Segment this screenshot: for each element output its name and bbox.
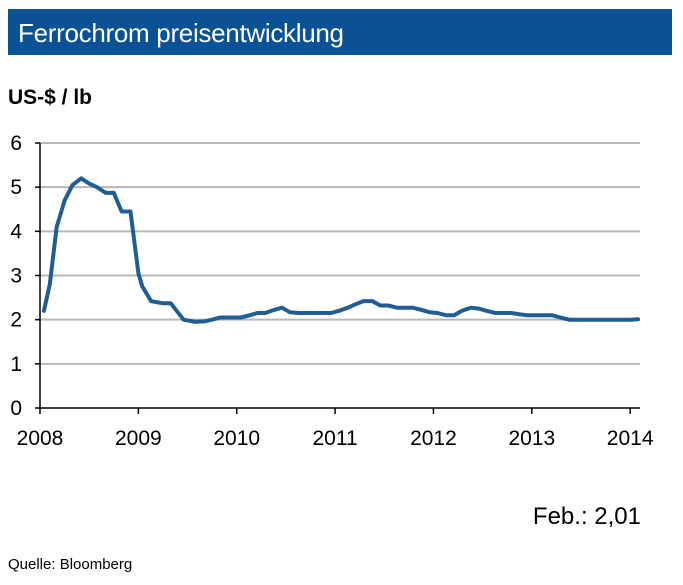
x-tick-label-2013: 2013 [508,427,555,450]
x-tick-label-2011: 2011 [312,427,357,450]
latest-value-annotation: Feb.: 2,01 [532,503,641,530]
x-tick-label-2012: 2012 [410,427,457,450]
x-tick-label-2014: 2014 [607,427,654,450]
y-tick-label-3: 3 [10,265,22,288]
x-tick-label-2008: 2008 [17,427,64,450]
y-tick-label-1: 1 [10,353,22,376]
y-tick-label-5: 5 [10,176,22,199]
chart-title: Ferrochrom preisentwicklung [18,18,344,48]
line-chart: 0 1 2 3 4 5 6 2008 2009 2010 2011 2012 2013 2014 [10,132,654,450]
y-tick-label-6: 6 [10,132,22,155]
y-tick-label-4: 4 [10,220,22,243]
series-line-0 [41,176,640,324]
source-note: Quelle: Bloomberg [8,556,133,573]
y-tick-label-2: 2 [10,309,22,332]
y-tick-label-0: 0 [10,397,22,420]
title-bar: Ferrochrom preisentwicklung [8,9,672,55]
y-axis-unit-label: US-$ / lb [8,86,93,109]
x-tick-label-2009: 2009 [115,427,162,450]
x-tick-label-2010: 2010 [213,427,260,450]
